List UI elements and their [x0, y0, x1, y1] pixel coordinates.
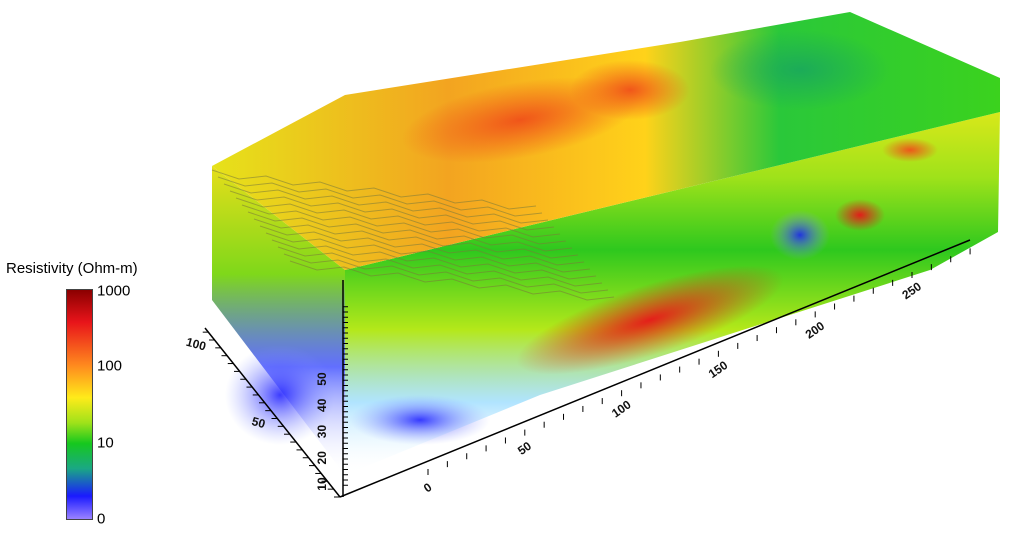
slice-line [265, 232, 591, 273]
slice-line [241, 204, 567, 245]
front-lower-blue [350, 395, 490, 445]
colorbar-tick-1000: 1000 [97, 282, 131, 300]
slice-line [217, 176, 543, 217]
y-axis-tick-label: 50 [250, 414, 267, 431]
colorbar-tick-100: 100 [97, 357, 123, 375]
z-axis-tick-label: 50 [315, 372, 329, 386]
slice-line [277, 246, 603, 287]
slice-line [283, 253, 609, 294]
x-axis-tick-label: 0 [421, 480, 435, 495]
top-teal-zone [710, 30, 890, 110]
top-high-resistivity-zone-2 [570, 60, 690, 120]
z-axis-tick-label: 40 [315, 398, 329, 412]
slice-line [289, 260, 615, 301]
x-axis-line [339, 239, 971, 498]
y-axis-tick-label: 100 [185, 335, 208, 354]
front-high-resistivity-zone [516, 265, 784, 375]
x-axis-tick-label: 150 [706, 358, 731, 381]
colorbar [66, 289, 93, 520]
slice-line [235, 197, 561, 238]
top-red-spot [882, 138, 938, 162]
colorbar-title: Resistivity (Ohm-m) [6, 260, 138, 277]
slice-line [211, 169, 537, 210]
slice-line [223, 183, 549, 224]
slice-line [247, 211, 573, 252]
z-axis-tick-label: 30 [315, 425, 329, 439]
slice-line [253, 218, 579, 259]
z-axis-tick-label: 10 [315, 477, 329, 491]
side-low-resistivity-zone [225, 345, 335, 445]
x-axis-tick-label: 250 [899, 279, 924, 302]
slice-line [229, 190, 555, 231]
colorbar-tick-0: 0 [97, 510, 106, 528]
front-blue-zone [770, 210, 830, 260]
colorbar-tick-10: 10 [97, 434, 114, 452]
x-axis-tick-label: 100 [609, 397, 634, 420]
x-axis-tick-label: 200 [803, 318, 828, 341]
slice-line [271, 239, 597, 280]
slice-line [259, 225, 585, 266]
x-axis-tick-label: 50 [515, 439, 534, 458]
slice-layer-lines [211, 169, 615, 301]
front-red-spot [835, 199, 885, 231]
z-axis-tick-label: 20 [315, 451, 329, 465]
